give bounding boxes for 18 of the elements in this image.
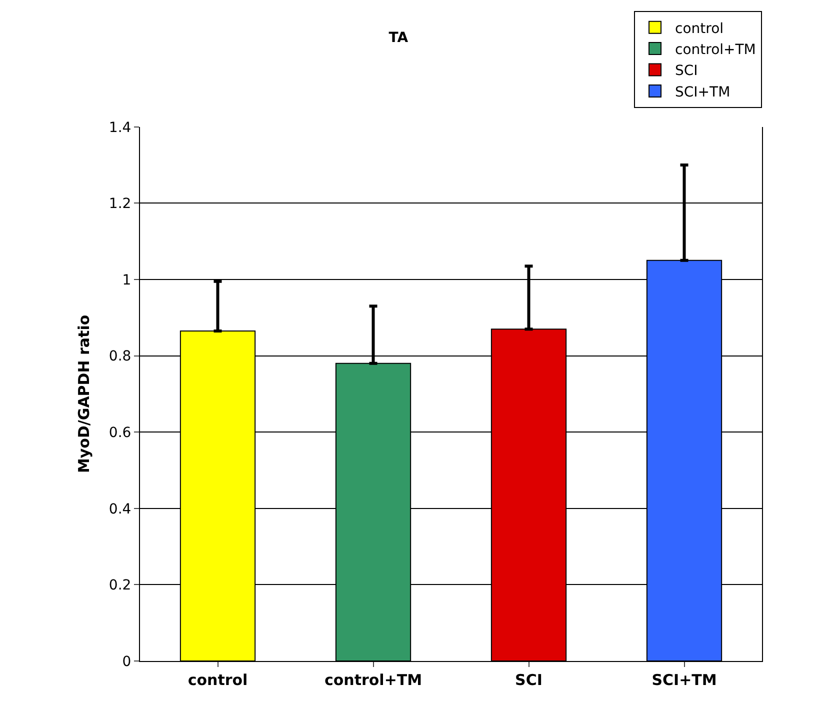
y-tick-label: 1.4: [108, 120, 132, 136]
x-tick-label: SCI: [515, 671, 542, 689]
legend-label: SCI: [675, 63, 698, 80]
x-tick-label: SCI+TM: [652, 671, 717, 689]
legend-label: SCI+TM: [675, 84, 730, 100]
y-axis-title: MyoD/GAPDH ratio: [75, 314, 94, 474]
y-tick-label: 0.8: [108, 348, 132, 365]
y-tick-label: 1.2: [108, 196, 132, 212]
legend-label: control: [675, 20, 724, 37]
y-tick-label: 0.2: [108, 578, 132, 594]
y-tick-label: 0: [122, 654, 132, 670]
y-tick-label: 0.4: [108, 501, 132, 518]
x-tick-label: control+TM: [324, 671, 422, 689]
chart-title: TA: [388, 30, 408, 46]
x-tick-label: control: [188, 671, 248, 689]
y-tick-label: 0.6: [108, 424, 132, 441]
legend-label: control+TM: [675, 42, 756, 58]
y-tick-label: 1: [122, 272, 132, 288]
